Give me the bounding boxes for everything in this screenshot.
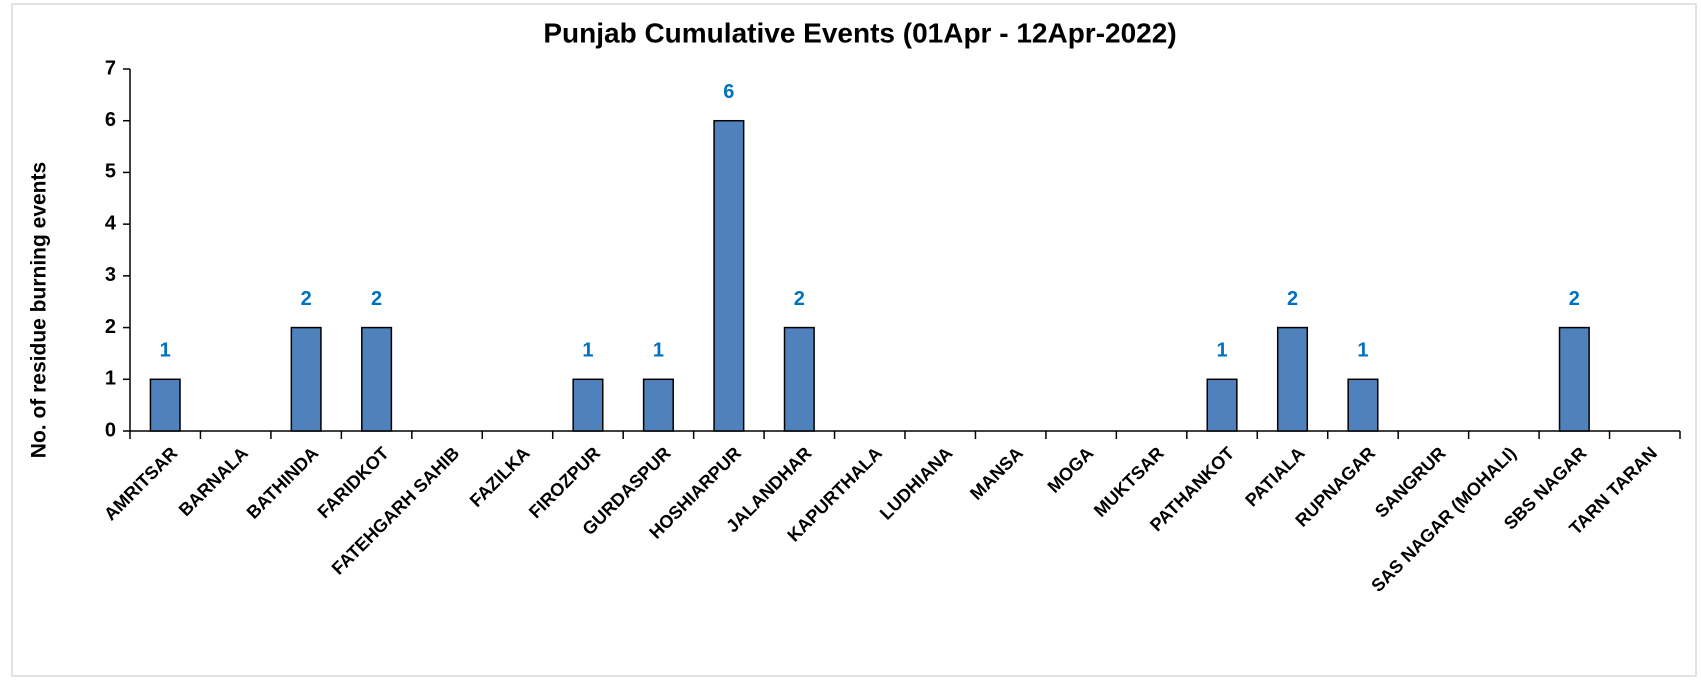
chart-border xyxy=(11,3,1697,677)
bar xyxy=(149,378,181,432)
bar xyxy=(642,378,674,432)
bar xyxy=(361,326,393,432)
y-tick-label: 2 xyxy=(105,316,116,338)
data-label: 1 xyxy=(160,340,171,362)
data-label: 2 xyxy=(301,288,312,310)
data-label: 2 xyxy=(371,288,382,310)
data-label: 1 xyxy=(1357,340,1368,362)
bar xyxy=(1206,378,1238,432)
data-label: 2 xyxy=(1287,288,1298,310)
bar xyxy=(1276,326,1309,432)
data-label: 6 xyxy=(723,81,734,103)
chart-title: Punjab Cumulative Events (01Apr - 12Apr-… xyxy=(543,17,1176,48)
y-axis-label: No. of residue burning events xyxy=(28,162,51,458)
data-label: 1 xyxy=(653,340,664,362)
bar xyxy=(1558,326,1590,432)
bar xyxy=(713,119,745,432)
y-tick-label: 4 xyxy=(105,212,117,234)
data-label: 1 xyxy=(582,340,593,362)
data-label: 2 xyxy=(794,288,805,310)
y-tick-label: 6 xyxy=(105,109,116,131)
y-tick-label: 5 xyxy=(105,161,116,183)
bar xyxy=(1347,378,1379,432)
data-label: 2 xyxy=(1569,288,1580,310)
y-tick-label: 7 xyxy=(105,57,116,79)
bar xyxy=(290,326,322,432)
data-label: 1 xyxy=(1216,340,1227,362)
bar xyxy=(572,378,604,432)
y-tick-label: 0 xyxy=(105,419,116,441)
y-tick-label: 1 xyxy=(105,368,116,390)
y-tick-label: 3 xyxy=(105,264,116,286)
bar xyxy=(783,326,815,432)
